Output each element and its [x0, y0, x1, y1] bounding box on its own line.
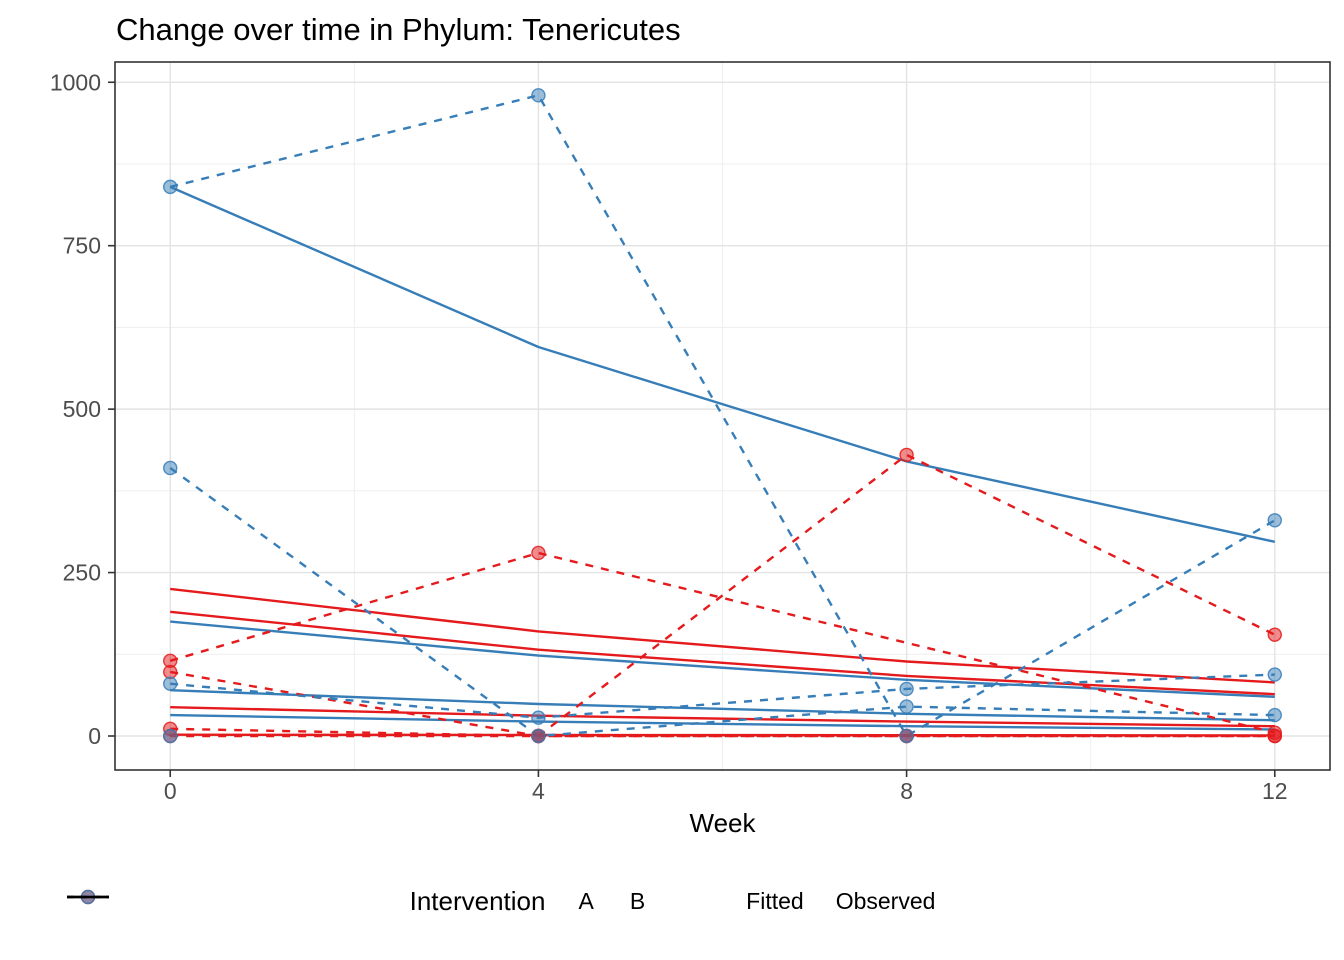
fitted-line-b4 [170, 713, 1275, 731]
x-tick-label: 0 [164, 778, 177, 804]
chart-title: Change over time in Phylum: Tenericutes [116, 12, 681, 47]
y-tick-label: 750 [63, 233, 101, 259]
fitted-line-a1 [170, 587, 1275, 684]
observed-line-b1 [169, 94, 1276, 738]
gridlines-minor [115, 62, 1330, 770]
data-point [531, 88, 546, 103]
data-point [899, 447, 914, 463]
fitted-line-b1 [169, 185, 1276, 543]
fitted-line-a2 [170, 610, 1275, 696]
data-point [531, 545, 546, 561]
data-point [531, 710, 546, 725]
data-point [1267, 667, 1282, 682]
data-point [531, 728, 546, 744]
data-point [163, 728, 178, 744]
legend: Intervention A B Fitted Observed [65, 886, 1280, 917]
x-axis-title: Week [689, 808, 756, 838]
data-point [1267, 513, 1282, 528]
legend-label-observed: Observed [835, 888, 936, 914]
data-point [899, 728, 914, 744]
data-point [1267, 627, 1282, 642]
y-tick-label: 0 [88, 723, 101, 749]
y-axis-ticks: 0 250 500 750 1000 [50, 69, 115, 749]
observed-line-b2 [169, 467, 1275, 738]
data-point [899, 699, 914, 714]
legend-title: Intervention [409, 886, 546, 916]
fitted-lines [169, 185, 1276, 737]
observed-lines [169, 94, 1276, 738]
x-tick-label: 8 [900, 778, 913, 804]
x-axis-ticks: 0 4 8 12 [164, 770, 1288, 804]
y-tick-label: 500 [63, 396, 101, 422]
data-points [163, 88, 1282, 744]
observed-line-a2 [170, 453, 1276, 738]
fitted-line-a4 [170, 733, 1275, 737]
y-tick-label: 1000 [50, 69, 101, 95]
x-tick-label: 12 [1262, 778, 1288, 804]
data-point [163, 664, 178, 680]
fitted-line-b2 [170, 620, 1275, 698]
data-point [163, 460, 178, 476]
data-point [1267, 728, 1282, 744]
legend-label-a: A [578, 888, 594, 914]
x-tick-label: 4 [532, 778, 545, 804]
panel-border [114, 61, 1331, 771]
fitted-line-a3 [170, 706, 1275, 728]
fitted-line-b3 [170, 689, 1275, 722]
data-point [1267, 707, 1282, 723]
data-point [163, 179, 178, 195]
legend-label-b: B [629, 888, 646, 914]
legend-label-fitted: Fitted [746, 888, 804, 914]
y-tick-label: 250 [63, 560, 101, 586]
data-point [163, 676, 178, 691]
data-point [899, 681, 914, 697]
